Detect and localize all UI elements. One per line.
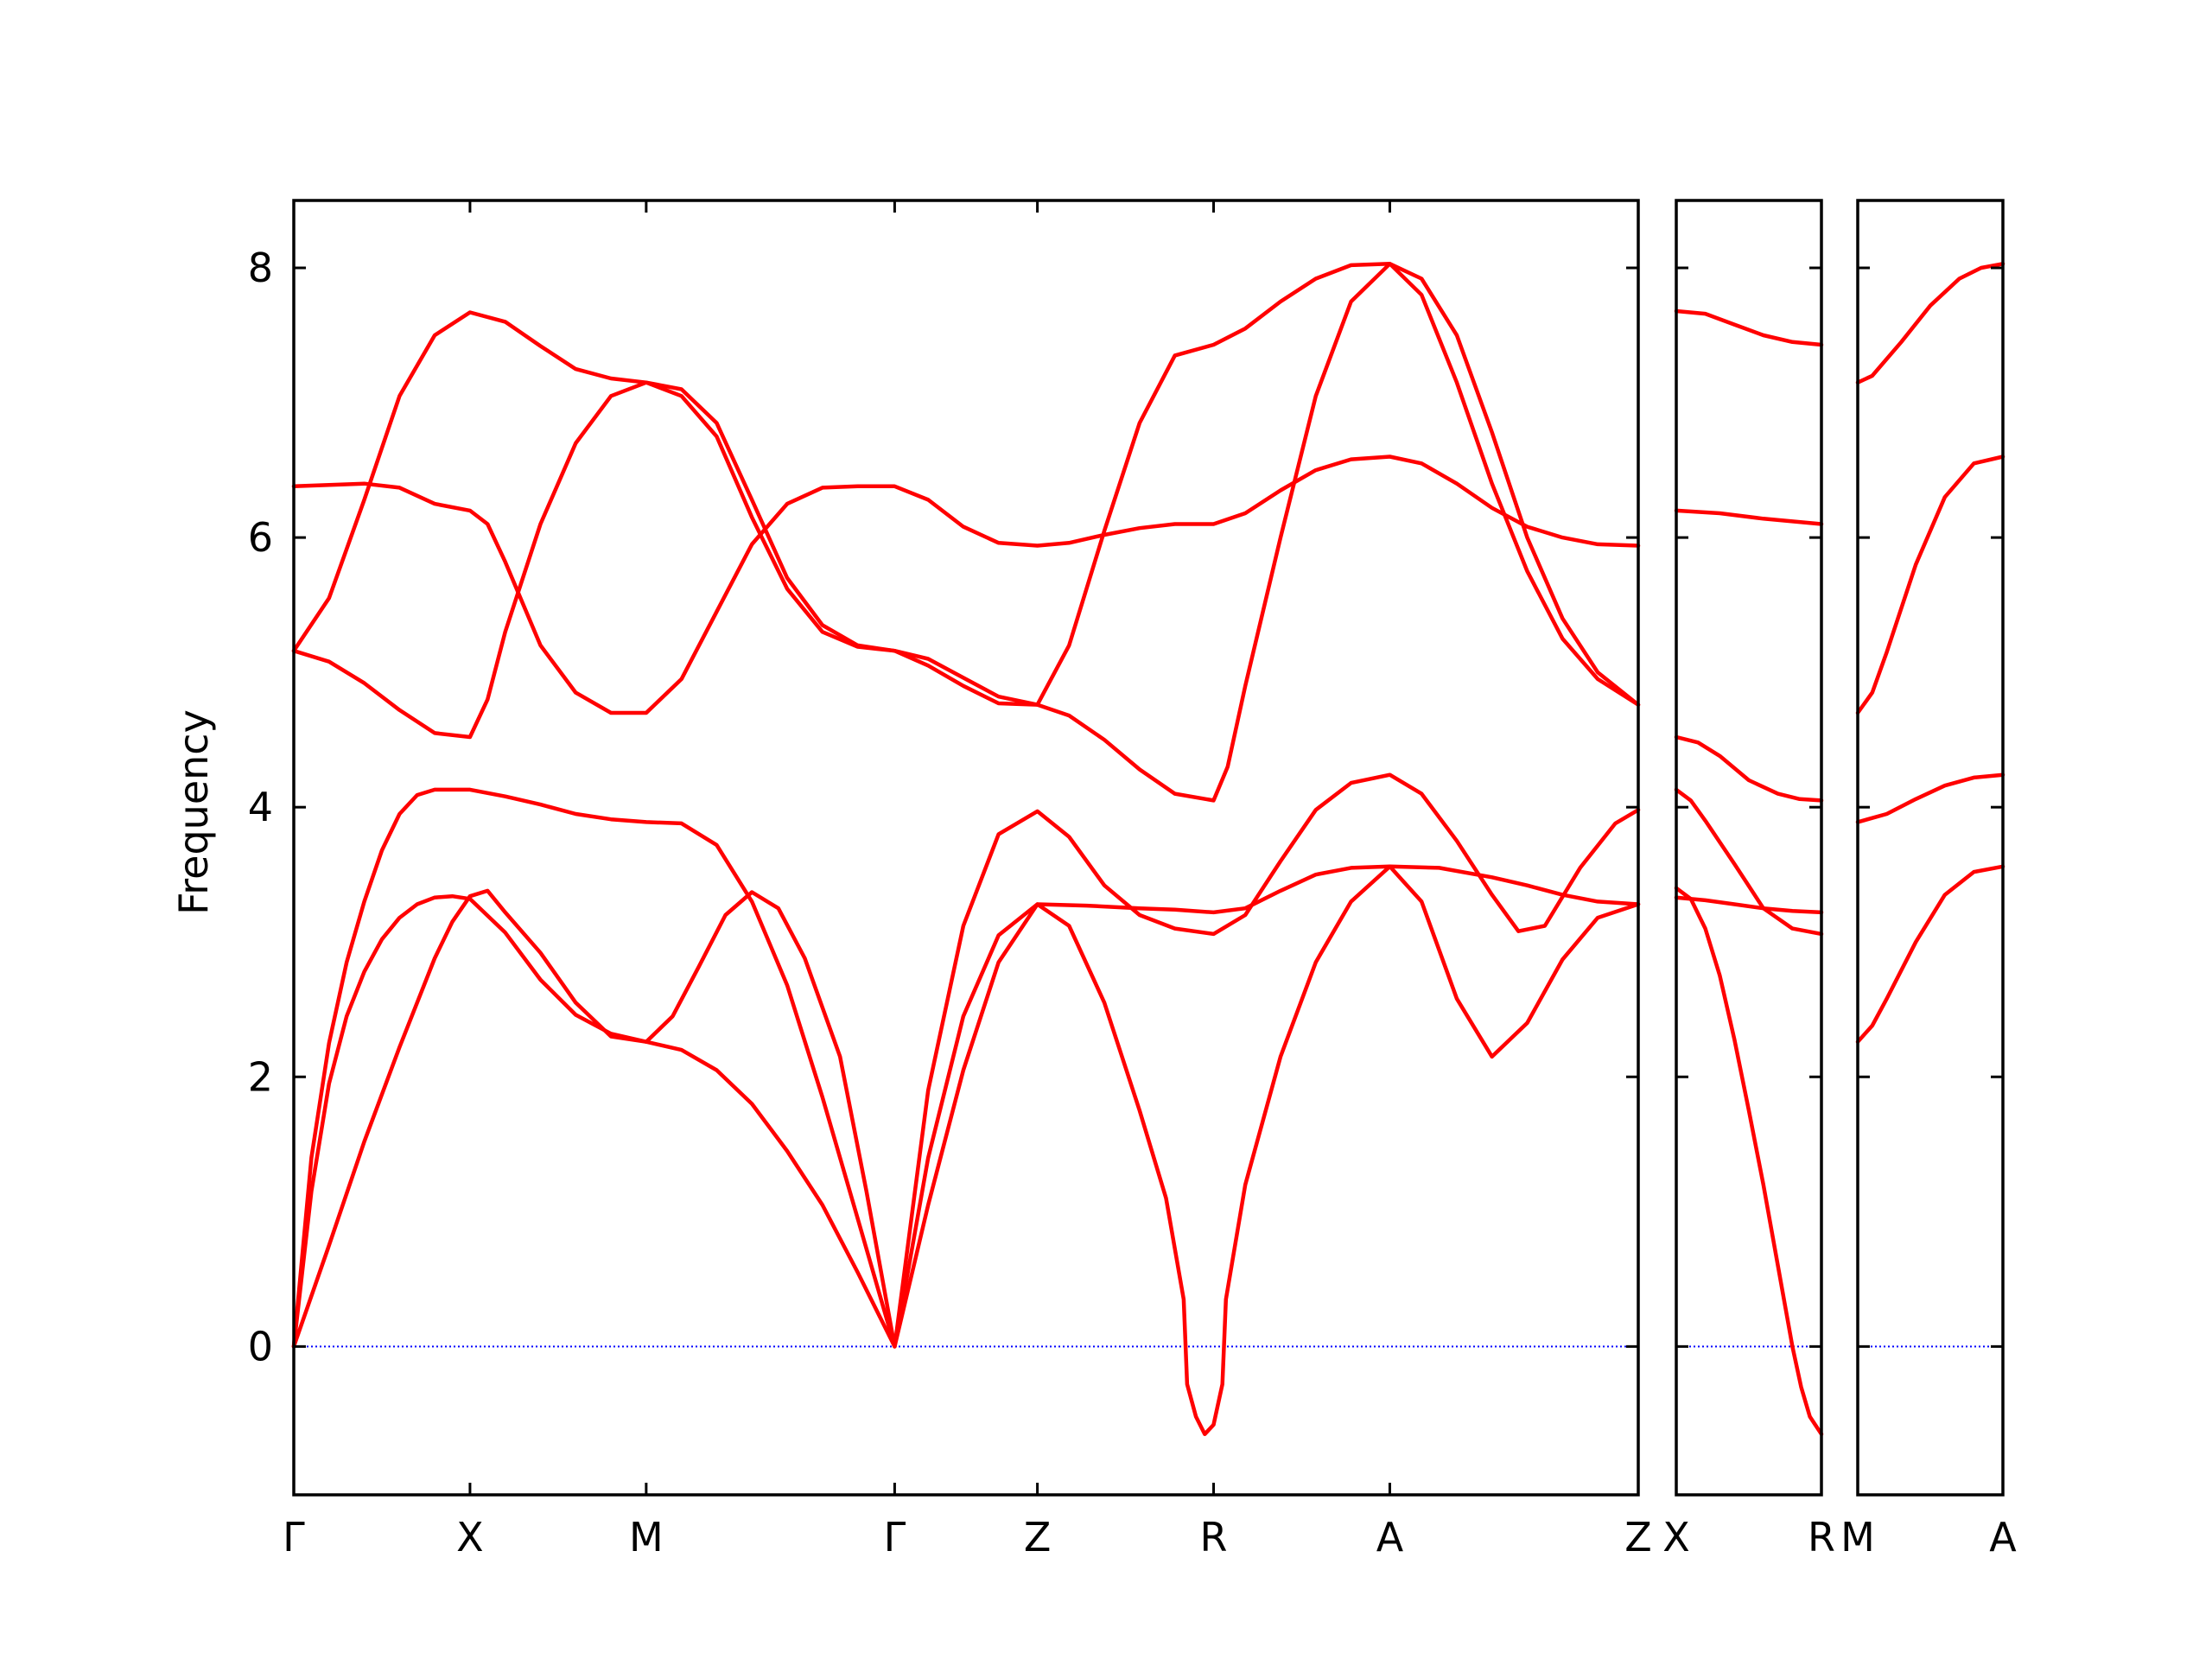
band-line-1-0 [1674,886,1824,1437]
panel-frame-2 [1856,199,2005,1497]
band-line-0-4 [291,262,1641,707]
band-line-1-3 [1674,734,1824,803]
band-line-0-1 [291,864,1641,1349]
band-line-0-0 [291,864,1641,1437]
x-tick-label-0-1: X [456,1514,484,1560]
band-line-2-3 [1855,262,2005,385]
x-tick-label-0-6: A [1376,1514,1404,1560]
band-line-0-3 [291,262,1641,803]
band-line-0-2 [291,772,1641,1349]
band-line-1-5 [1674,308,1824,347]
x-tick-label-1-1: R [1808,1514,1835,1560]
x-tick-label-2-1: A [1989,1514,2017,1560]
panel-frame-0 [292,199,1640,1497]
x-tick-label-0-5: R [1200,1514,1228,1560]
band-line-1-4 [1674,508,1824,526]
band-line-1-1 [1674,895,1824,915]
y-tick-label-1: 2 [248,1053,273,1100]
y-tick-label-3: 6 [248,514,273,561]
y-tick-label-2: 4 [248,784,273,830]
panel-frame-1 [1675,199,1823,1497]
band-line-0-5 [291,454,1641,715]
x-tick-label-0-3: Γ [884,1514,906,1560]
y-tick-label-0: 0 [248,1323,273,1370]
x-tick-label-0-4: Z [1024,1514,1052,1560]
x-tick-label-2-0: M [1840,1514,1875,1560]
band-line-2-2 [1855,454,2005,715]
band-line-1-2 [1674,787,1824,937]
y-tick-label-4: 8 [248,245,273,291]
x-tick-label-1-0: X [1662,1514,1690,1560]
x-tick-label-0-2: M [629,1514,664,1560]
band-line-2-1 [1855,772,2005,824]
x-tick-label-0-7: Z [1624,1514,1652,1560]
band-line-2-0 [1855,864,2005,1044]
y-axis-label: Frequency [170,709,217,915]
x-tick-label-0-0: Γ [283,1514,305,1560]
